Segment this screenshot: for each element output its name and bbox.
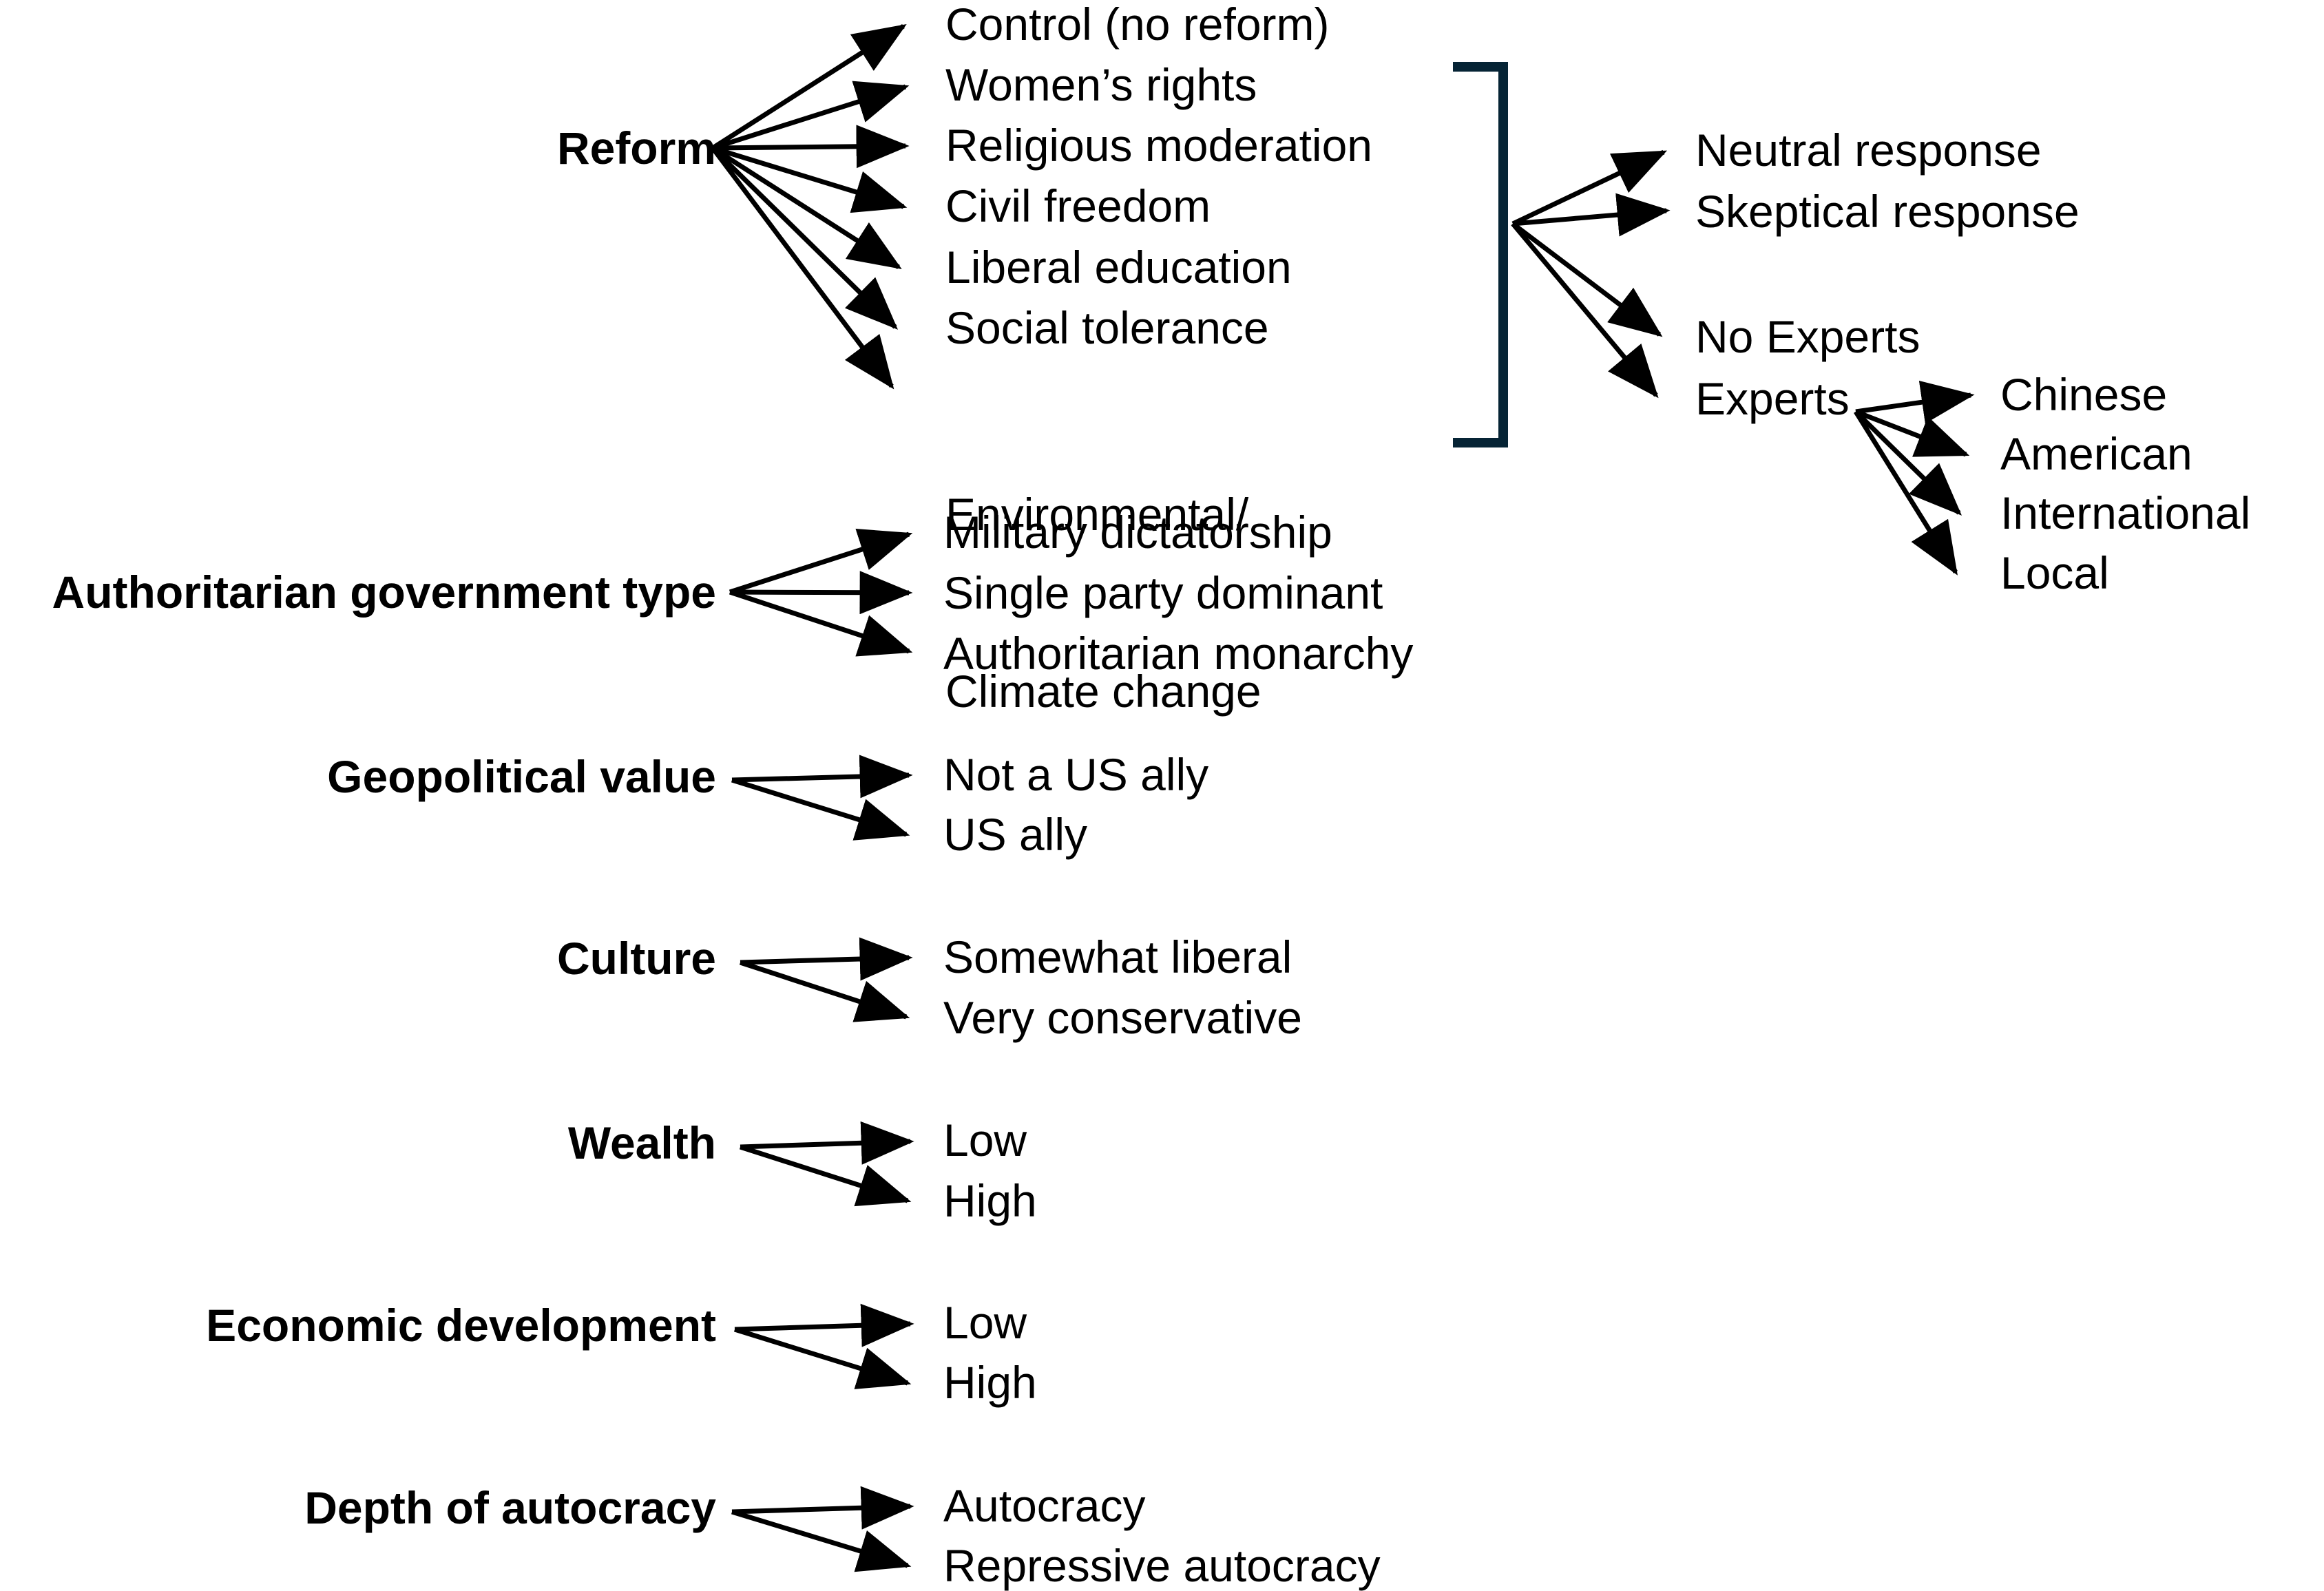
leaf-expert-international: International: [2000, 487, 2251, 538]
leaf-experts: Experts: [1695, 373, 1850, 424]
leaf-liberal-education: Liberal education: [945, 242, 1292, 293]
leaf-very-conservative: Very conservative: [943, 992, 1302, 1043]
leaf-repressive-autocracy: Repressive autocracy: [943, 1540, 1381, 1591]
leaf-economic-development-high: High: [943, 1357, 1037, 1408]
leaf-womens-rights: Women’s rights: [945, 59, 1257, 110]
leaf-not-a-us-ally: Not a US ally: [943, 749, 1209, 800]
leaf-military-dictatorship: Military dictatorship: [943, 507, 1332, 558]
leaf-social-tolerance: Social tolerance: [945, 302, 1269, 353]
leaf-wealth-low: Low: [943, 1115, 1027, 1166]
leaf-us-ally: US ally: [943, 809, 1088, 860]
leaf-environmental-climate-change: Environmental/ Climate change: [945, 367, 1262, 839]
leaf-autocracy: Autocracy: [943, 1480, 1146, 1531]
branch-header-geopolitical-value: Geopolitical value: [327, 751, 716, 802]
leaf-religious-moderation: Religious moderation: [945, 120, 1373, 171]
leaf-expert-american: American: [2000, 428, 2192, 479]
leaf-control-no-reform: Control (no reform): [945, 0, 1330, 50]
branch-header-authoritarian-government-type: Authoritarian government type: [52, 567, 716, 618]
branch-header-economic-development: Economic development: [206, 1300, 716, 1351]
leaf-civil-freedom: Civil freedom: [945, 180, 1211, 231]
branch-header-depth-of-autocracy: Depth of autocracy: [304, 1482, 716, 1533]
branch-header-wealth: Wealth: [567, 1117, 716, 1168]
leaf-no-experts: No Experts: [1695, 311, 1920, 362]
leaf-skeptical-response: Skeptical response: [1695, 186, 2080, 237]
leaf-environmental-line2: Climate change: [945, 665, 1262, 717]
leaf-economic-development-low: Low: [943, 1297, 1027, 1348]
leaf-expert-local: Local: [2000, 547, 2109, 598]
leaf-somewhat-liberal: Somewhat liberal: [943, 931, 1292, 982]
branch-header-culture: Culture: [557, 933, 716, 984]
leaf-environmental-line1: Environmental/: [945, 488, 1249, 540]
leaf-single-party-dominant: Single party dominant: [943, 567, 1383, 618]
leaf-expert-chinese: Chinese: [2000, 369, 2168, 420]
leaf-neutral-response: Neutral response: [1695, 125, 2042, 176]
leaf-authoritarian-monarchy: Authoritarian monarchy: [943, 628, 1414, 679]
arrow-edges: [711, 23, 1975, 1572]
leaf-wealth-high: High: [943, 1175, 1037, 1226]
reform-group-bracket: [1453, 62, 1508, 447]
branch-header-reform: Reform: [556, 123, 716, 173]
